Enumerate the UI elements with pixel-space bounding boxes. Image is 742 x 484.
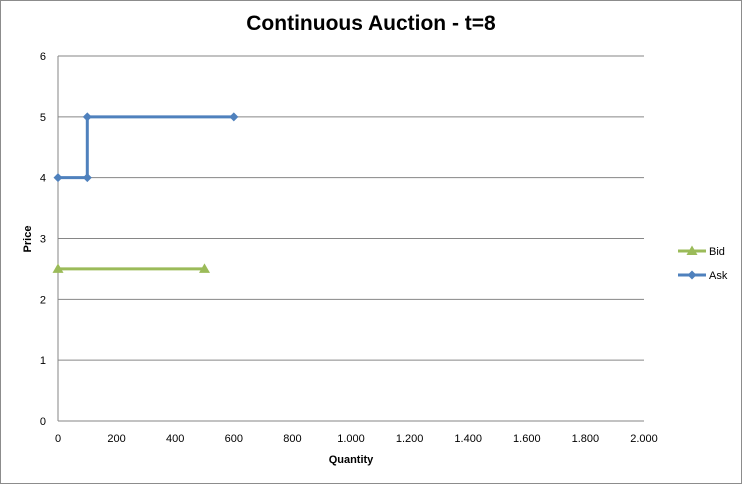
ask-data-point — [82, 112, 92, 122]
ask-data-point — [229, 112, 239, 122]
x-tick-label: 600 — [225, 433, 243, 445]
y-tick-label: 0 — [40, 416, 46, 428]
x-tick-label: 1.400 — [454, 433, 482, 445]
ask-data-point — [82, 173, 92, 183]
y-tick-label: 6 — [40, 51, 46, 63]
x-tick-label: 1.600 — [513, 433, 541, 445]
ask-data-point — [53, 173, 63, 183]
bid-data-point — [52, 263, 64, 273]
x-tick-label: 2.000 — [630, 433, 658, 445]
y-tick-label: 3 — [40, 234, 46, 246]
gridlines — [57, 55, 644, 422]
chart-title: Continuous Auction - t=8 — [246, 12, 496, 35]
data-series — [52, 112, 239, 273]
legend: Bid Ask — [678, 245, 728, 282]
legend-ask-marker — [687, 270, 697, 280]
x-tick-label: 1.800 — [572, 433, 600, 445]
y-axis-ticks: 0 1 2 3 4 5 6 — [40, 51, 46, 428]
y-tick-label: 4 — [40, 173, 46, 185]
y-tick-label: 2 — [40, 294, 46, 306]
y-axis-label: Price — [22, 226, 34, 253]
legend-bid-marker — [686, 245, 698, 255]
x-axis-ticks: 0 200 400 600 800 1.000 1.200 1.400 1.600 1.800 2.… — [55, 433, 658, 445]
y-tick-label: 1 — [40, 355, 46, 367]
legend-ask-label: Ask — [709, 270, 728, 282]
x-tick-label: 1.200 — [396, 433, 424, 445]
ask-series-line — [58, 115, 234, 180]
x-tick-label: 200 — [107, 433, 125, 445]
x-axis-label: Quantity — [329, 454, 374, 466]
x-tick-label: 800 — [283, 433, 301, 445]
legend-bid-label: Bid — [709, 246, 725, 258]
x-tick-label: 0 — [55, 433, 61, 445]
bid-data-point — [199, 263, 210, 273]
y-tick-label: 5 — [40, 112, 46, 124]
x-tick-label: 400 — [166, 433, 184, 445]
x-tick-label: 1.000 — [337, 433, 365, 445]
